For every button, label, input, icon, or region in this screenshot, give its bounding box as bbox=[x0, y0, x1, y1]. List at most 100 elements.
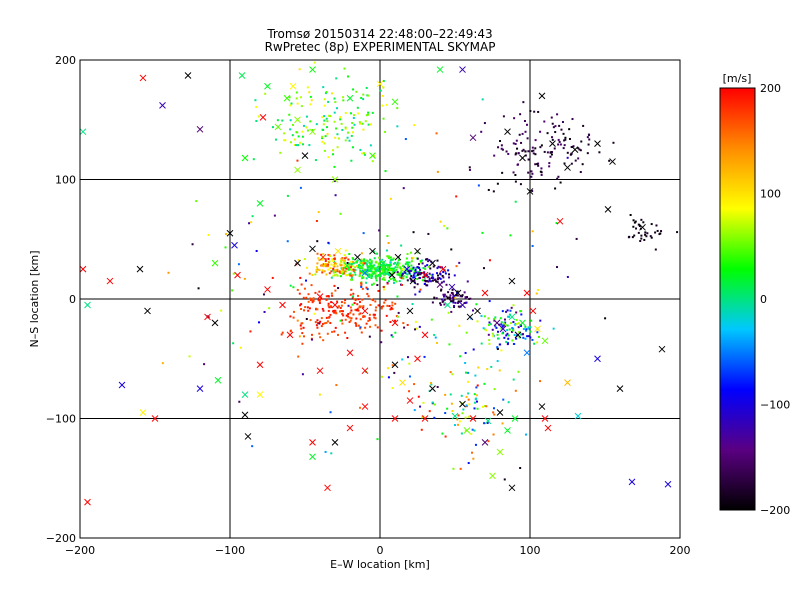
data-point-dot bbox=[333, 262, 336, 265]
data-point-dot bbox=[631, 236, 634, 239]
data-point-dot bbox=[321, 137, 324, 140]
data-point-dot bbox=[340, 301, 343, 304]
data-point-dot bbox=[383, 274, 386, 277]
data-point-dot bbox=[349, 311, 352, 314]
data-point-dot bbox=[543, 150, 546, 153]
data-point-dot bbox=[522, 328, 525, 331]
data-point-dot bbox=[414, 270, 417, 273]
data-point-dot bbox=[443, 303, 446, 306]
data-point-dot bbox=[369, 123, 372, 126]
data-point-dot bbox=[471, 428, 474, 431]
data-point-dot bbox=[367, 319, 370, 322]
data-point-dot bbox=[534, 153, 537, 156]
data-point-dot bbox=[401, 283, 404, 286]
data-point-x bbox=[504, 128, 511, 136]
data-point-dot bbox=[303, 309, 306, 312]
data-point-dot bbox=[313, 61, 316, 64]
data-point-x bbox=[204, 313, 211, 321]
data-point-dot bbox=[297, 144, 300, 147]
data-point-dot bbox=[418, 271, 421, 274]
x-axis-label: E–W location [km] bbox=[330, 558, 430, 571]
data-point-dot bbox=[330, 301, 333, 304]
data-point-dot bbox=[444, 435, 447, 438]
data-point-dot bbox=[492, 433, 495, 436]
data-point-dot bbox=[383, 301, 386, 304]
data-point-dot bbox=[274, 138, 277, 141]
data-point-dot bbox=[279, 151, 282, 154]
data-point-dot bbox=[423, 279, 426, 282]
data-point-dot bbox=[489, 323, 492, 326]
data-point-dot bbox=[475, 386, 478, 389]
data-point-x bbox=[549, 140, 556, 148]
data-point-dot bbox=[396, 107, 399, 110]
data-point-dot bbox=[333, 120, 336, 123]
data-point-dot bbox=[389, 308, 392, 311]
data-point-dot bbox=[503, 336, 506, 339]
data-point-dot bbox=[308, 307, 311, 310]
data-point-dot bbox=[464, 351, 467, 354]
data-point-dot bbox=[347, 304, 350, 307]
data-point-x bbox=[316, 293, 324, 300]
data-point-dot bbox=[531, 230, 534, 233]
data-point-dot bbox=[318, 300, 321, 303]
data-point-dot bbox=[396, 262, 399, 265]
colorbar-tick-label: 100 bbox=[760, 188, 781, 201]
data-point-dot bbox=[566, 156, 569, 159]
data-point-dot bbox=[336, 133, 339, 136]
data-point-dot bbox=[332, 260, 335, 263]
data-point-dot bbox=[518, 133, 521, 136]
data-point-dot bbox=[507, 337, 510, 340]
data-point-dot bbox=[351, 126, 354, 129]
data-point-x bbox=[523, 289, 531, 297]
data-point-dot bbox=[330, 276, 333, 279]
data-point-dot bbox=[350, 262, 353, 265]
data-point-x bbox=[279, 301, 286, 309]
data-point-dot bbox=[587, 143, 590, 146]
data-point-x bbox=[414, 247, 421, 255]
data-point-dot bbox=[353, 298, 356, 301]
data-point-dot bbox=[431, 401, 434, 404]
data-point-x bbox=[391, 98, 399, 106]
data-point-dot bbox=[505, 340, 508, 343]
data-point-dot bbox=[493, 413, 496, 416]
data-point-dot bbox=[412, 231, 415, 234]
data-point-dot bbox=[232, 342, 235, 345]
data-point-dot bbox=[390, 306, 393, 309]
data-point-dot bbox=[512, 142, 515, 145]
data-point-dot bbox=[347, 312, 350, 315]
chart-title: Tromsø 20150314 22:48:00–22:49:43 bbox=[266, 27, 492, 41]
data-point-dot bbox=[510, 322, 513, 325]
data-point-dot bbox=[324, 92, 327, 95]
data-point-x bbox=[256, 361, 264, 369]
data-point-dot bbox=[422, 401, 425, 404]
data-point-x bbox=[301, 152, 309, 159]
data-point-dot bbox=[332, 153, 335, 156]
data-point-dot bbox=[442, 295, 445, 298]
data-point-x bbox=[604, 206, 612, 213]
data-point-dot bbox=[353, 302, 356, 305]
data-point-dot bbox=[485, 405, 488, 408]
data-point-dot bbox=[323, 119, 326, 122]
data-point-dot bbox=[327, 257, 330, 260]
data-point-x bbox=[264, 82, 271, 90]
data-point-x bbox=[159, 102, 166, 109]
data-point-dot bbox=[351, 296, 354, 299]
data-point-dot bbox=[461, 412, 464, 415]
data-point-dot bbox=[361, 287, 364, 290]
data-point-dot bbox=[359, 148, 362, 151]
data-point-dot bbox=[485, 329, 488, 332]
data-point-dot bbox=[293, 143, 296, 146]
data-point-dot bbox=[300, 303, 303, 306]
data-point-dot bbox=[417, 263, 420, 266]
data-point-dot bbox=[343, 259, 346, 262]
data-point-dot bbox=[421, 416, 424, 419]
data-point-x bbox=[594, 140, 601, 148]
colorbar-tick-label: 0 bbox=[760, 293, 767, 306]
data-point-dot bbox=[332, 267, 335, 270]
data-point-dot bbox=[374, 274, 377, 277]
data-point-dot bbox=[321, 263, 324, 266]
data-point-dot bbox=[350, 276, 353, 279]
data-point-dot bbox=[328, 260, 331, 263]
data-point-dot bbox=[531, 172, 534, 175]
data-point-dot bbox=[250, 221, 253, 224]
